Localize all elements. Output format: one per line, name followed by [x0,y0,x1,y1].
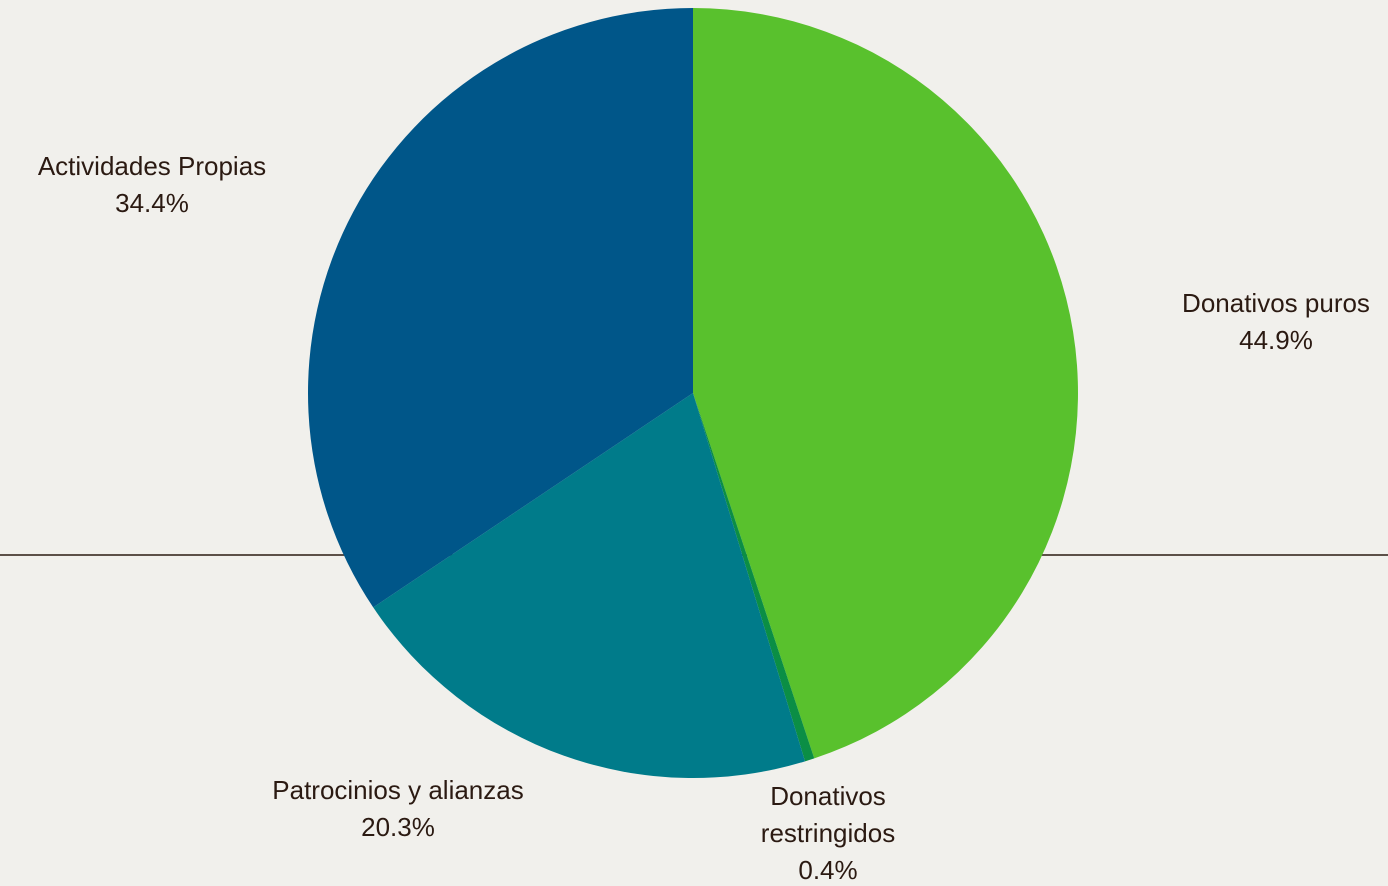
slice-name: Patrocinios y alianzas [272,775,524,805]
pie-slice-donativos-puros [693,8,1078,759]
slice-percent: 44.9% [1239,325,1313,355]
pie-slice-donativos-restringidos [693,393,815,762]
pie-slice-actividades-propias [307,8,693,608]
slice-name: restringidos [760,818,896,848]
slice-label: Donativos puros 44.9% [1182,285,1370,359]
slice-percent: 34.4% [115,188,189,218]
slice-name: Actividades Propias [37,151,267,181]
slice-label: Actividades Propias 34.4% [38,148,266,222]
slice-percent: 20.3% [361,812,435,842]
pie-slice-patrocinios-y-alianzas [373,393,806,778]
slice-label: Donativos restringidos 0.4% [761,778,895,886]
slice-name: Donativos [770,781,886,811]
slice-percent: 0.4% [798,855,858,885]
slice-label: Patrocinios y alianzas 20.3% [272,772,523,846]
slice-name: Donativos puros [1182,288,1370,318]
